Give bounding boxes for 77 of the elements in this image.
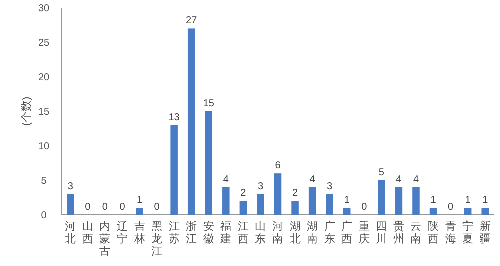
y-tick-label: 0 [41, 210, 48, 222]
data-label: 13 [168, 112, 180, 124]
x-tick-label: 河北 [65, 221, 76, 246]
x-tick-label: 四川 [376, 221, 388, 246]
x-tick-label: 福建 [220, 220, 232, 246]
data-label: 4 [413, 174, 420, 186]
x-tick-label: 贵州 [393, 220, 404, 246]
data-label: 1 [344, 195, 350, 206]
data-label: 27 [186, 16, 198, 27]
bar [412, 187, 420, 215]
y-axis-title: (个数) [21, 96, 33, 126]
bar [136, 208, 144, 215]
x-tick-label: 江西 [238, 221, 249, 246]
bar [482, 208, 489, 215]
y-tick-label: 10 [38, 142, 50, 152]
x-tick-label: 黑龙江 [152, 221, 163, 258]
data-label: 0 [85, 202, 92, 213]
x-tick-label: 安徽 [203, 220, 214, 246]
x-tick-label: 云南 [410, 221, 422, 246]
data-label: 1 [136, 195, 143, 206]
data-label: 0 [120, 202, 126, 213]
x-tick-label: 新疆 [480, 220, 491, 246]
x-tick-label: 浙江 [186, 220, 198, 246]
y-tick-label: 5 [41, 176, 48, 187]
y-tick-label: 25 [38, 38, 50, 49]
bar [430, 208, 438, 215]
data-label: 5 [378, 168, 385, 178]
x-tick-label: 湖北 [290, 221, 301, 246]
x-tick-label: 陕西 [428, 221, 440, 246]
bar [205, 112, 213, 215]
x-tick-label: 湖南 [307, 221, 318, 246]
data-label: 4 [396, 174, 402, 186]
x-tick-label: 宁夏 [462, 220, 474, 246]
bar [464, 208, 472, 215]
data-label: 0 [154, 202, 160, 213]
bar [292, 201, 299, 215]
bar [188, 28, 196, 215]
x-tick-label: 河南 [272, 221, 284, 246]
bar [257, 194, 264, 215]
data-label: 2 [240, 188, 247, 200]
x-tick-label: 山东 [255, 220, 266, 246]
data-label: 0 [102, 202, 108, 213]
x-tick-label: 内蒙古 [100, 220, 111, 258]
data-label: 3 [258, 181, 264, 192]
bar [326, 194, 334, 215]
x-tick-label: 广西 [342, 220, 353, 246]
data-label: 0 [448, 202, 454, 213]
bar [274, 174, 282, 215]
y-tick-label: 15 [38, 107, 50, 118]
bar [170, 125, 178, 215]
data-label: 6 [275, 160, 282, 172]
x-tick-label: 吉林 [133, 220, 146, 246]
data-label: 4 [310, 174, 316, 186]
data-label: 2 [292, 188, 298, 200]
x-tick-label: 广东 [324, 220, 336, 246]
x-tick-label: 辽宁 [116, 221, 128, 246]
y-tick-label: 30 [38, 4, 50, 14]
data-label: 3 [68, 181, 74, 192]
x-tick-label: 重庆 [358, 220, 370, 246]
data-label: 0 [362, 202, 368, 213]
bar [67, 194, 74, 215]
bar [378, 180, 386, 215]
x-tick-label: 山西 [82, 220, 94, 246]
data-label: 1 [465, 195, 472, 206]
x-tick-label: 青海 [445, 220, 456, 246]
bar [308, 187, 316, 215]
bar [222, 187, 230, 215]
x-tick-label: 江苏 [168, 221, 180, 246]
data-label: 3 [327, 181, 334, 192]
data-label: 1 [430, 195, 437, 206]
data-label: 4 [223, 174, 230, 186]
data-label: 1 [482, 195, 489, 206]
y-tick-label: 20 [38, 72, 50, 84]
bar [395, 187, 403, 215]
bar [240, 201, 248, 215]
bar [343, 208, 351, 215]
data-label: 15 [203, 98, 215, 110]
